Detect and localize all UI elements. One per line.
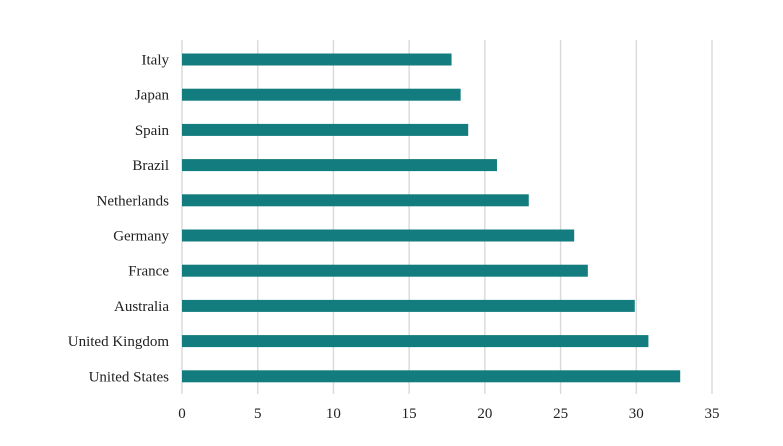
x-tick-label: 0 [178, 406, 186, 422]
bar [182, 88, 461, 101]
category-label: Australia [114, 299, 169, 315]
bar [182, 159, 497, 172]
category-label: Netherlands [97, 193, 170, 209]
bar [182, 229, 575, 242]
bar [182, 123, 469, 136]
bar [182, 299, 635, 312]
category-label: United States [89, 369, 170, 385]
x-tick-labels: 0 5 10 15 20 25 30 35 [178, 406, 719, 422]
bar [182, 335, 649, 348]
bar [182, 370, 681, 383]
category-label: United Kingdom [68, 334, 170, 350]
bar [182, 264, 588, 277]
category-labels: Italy Japan Spain Brazil Netherlands Germany F… [68, 53, 170, 386]
bars [182, 53, 681, 383]
x-tick-label: 10 [326, 406, 341, 422]
category-label: Brazil [132, 158, 169, 174]
category-label: Japan [135, 88, 170, 104]
x-tick-label: 5 [254, 406, 262, 422]
bar [182, 194, 529, 207]
x-tick-label: 35 [705, 406, 720, 422]
x-tick-label: 20 [477, 406, 492, 422]
x-tick-label: 25 [553, 406, 568, 422]
category-label: Italy [142, 53, 170, 69]
x-tick-label: 15 [402, 406, 417, 422]
category-label: France [128, 264, 169, 280]
x-tick-label: 30 [629, 406, 644, 422]
bar [182, 53, 452, 66]
category-label: Spain [135, 123, 170, 139]
category-label: Germany [113, 229, 169, 245]
